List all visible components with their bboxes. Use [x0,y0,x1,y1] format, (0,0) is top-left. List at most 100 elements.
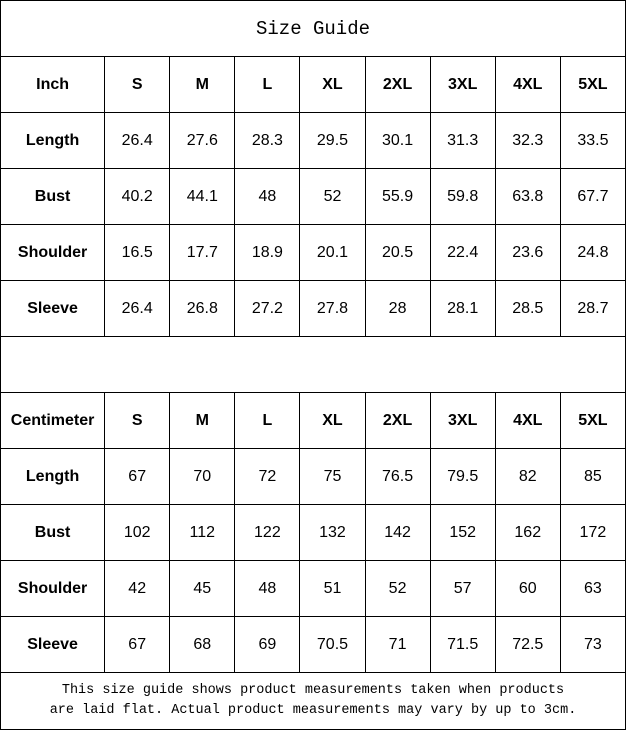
measurement-value: 16.5 [104,224,171,281]
measurement-value: 82 [494,448,561,505]
spacer-row [0,336,626,393]
measurement-value: 52 [364,560,431,617]
measurement-value: 70.5 [299,616,366,673]
table-row: Bust 102 112 122 132 142 152 162 172 [0,504,626,561]
page-title: Size Guide [0,0,626,57]
measurement-value: 42 [104,560,171,617]
measurement-value: 68 [169,616,236,673]
measurement-value: 71 [364,616,431,673]
table-row: Shoulder 16.5 17.7 18.9 20.1 20.5 22.4 23.6 24.8 [0,224,626,281]
measurement-value: 29.5 [299,112,366,169]
measurement-value: 32.3 [494,112,561,169]
measurement-value: 20.1 [299,224,366,281]
measurement-value: 75 [299,448,366,505]
size-header: 2XL [364,392,431,449]
footer-row: This size guide shows product measuremen… [0,672,626,730]
measurement-value: 142 [364,504,431,561]
unit-header: Centimeter [0,392,106,449]
measurement-value: 48 [234,560,301,617]
size-header: XL [299,56,366,113]
title-row: Size Guide [0,0,626,57]
measurement-value: 31.3 [429,112,496,169]
measurement-label: Bust [0,504,106,561]
footer-note: This size guide shows product measuremen… [0,672,626,730]
measurement-value: 28.7 [559,280,626,337]
measurement-value: 102 [104,504,171,561]
table-row: Length 26.4 27.6 28.3 29.5 30.1 31.3 32.3 33.5 [0,112,626,169]
measurement-value: 28.3 [234,112,301,169]
size-header: 5XL [559,56,626,113]
table-row: Bust 40.2 44.1 48 52 55.9 59.8 63.8 67.7 [0,168,626,225]
measurement-value: 152 [429,504,496,561]
measurement-value: 73 [559,616,626,673]
measurement-value: 44.1 [169,168,236,225]
measurement-value: 27.8 [299,280,366,337]
size-header: 2XL [364,56,431,113]
measurement-value: 27.2 [234,280,301,337]
measurement-value: 26.4 [104,112,171,169]
measurement-value: 55.9 [364,168,431,225]
measurement-value: 85 [559,448,626,505]
measurement-value: 63.8 [494,168,561,225]
measurement-label: Sleeve [0,616,106,673]
measurement-value: 112 [169,504,236,561]
measurement-value: 172 [559,504,626,561]
measurement-value: 132 [299,504,366,561]
size-header: 4XL [494,56,561,113]
measurement-value: 72 [234,448,301,505]
header-row: Inch S M L XL 2XL 3XL 4XL 5XL [0,56,626,113]
measurement-value: 24.8 [559,224,626,281]
measurement-value: 40.2 [104,168,171,225]
table-row: Length 67 70 72 75 76.5 79.5 82 85 [0,448,626,505]
measurement-label: Length [0,112,106,169]
measurement-value: 51 [299,560,366,617]
measurement-value: 28 [364,280,431,337]
size-header: L [234,56,301,113]
spacer-cell [0,336,626,393]
header-row: Centimeter S M L XL 2XL 3XL 4XL 5XL [0,392,626,449]
measurement-value: 30.1 [364,112,431,169]
footer-line-1: This size guide shows product measuremen… [61,683,565,698]
size-header: XL [299,392,366,449]
size-header: 3XL [429,56,496,113]
measurement-value: 79.5 [429,448,496,505]
size-header: 4XL [494,392,561,449]
unit-header: Inch [0,56,106,113]
table-row: Sleeve 26.4 26.8 27.2 27.8 28 28.1 28.5 28.7 [0,280,626,337]
measurement-value: 70 [169,448,236,505]
measurement-value: 72.5 [494,616,561,673]
size-header: L [234,392,301,449]
size-header: 3XL [429,392,496,449]
measurement-value: 28.5 [494,280,561,337]
measurement-value: 20.5 [364,224,431,281]
measurement-value: 162 [494,504,561,561]
measurement-value: 67 [104,616,171,673]
measurement-value: 28.1 [429,280,496,337]
measurement-value: 27.6 [169,112,236,169]
measurement-value: 23.6 [494,224,561,281]
measurement-value: 67 [104,448,171,505]
measurement-value: 52 [299,168,366,225]
measurement-label: Sleeve [0,280,106,337]
measurement-value: 17.7 [169,224,236,281]
size-header: M [169,392,236,449]
measurement-value: 69 [234,616,301,673]
table-row: Shoulder 42 45 48 51 52 57 60 63 [0,560,626,617]
measurement-label: Shoulder [0,560,106,617]
size-header: S [104,392,171,449]
footer-line-2: are laid flat. Actual product measuremen… [49,703,577,718]
size-header: M [169,56,236,113]
measurement-value: 45 [169,560,236,617]
measurement-label: Bust [0,168,106,225]
measurement-value: 59.8 [429,168,496,225]
measurement-value: 18.9 [234,224,301,281]
measurement-label: Shoulder [0,224,106,281]
table-row: Sleeve 67 68 69 70.5 71 71.5 72.5 73 [0,616,626,673]
measurement-value: 22.4 [429,224,496,281]
measurement-value: 71.5 [429,616,496,673]
size-header: 5XL [559,392,626,449]
measurement-value: 60 [494,560,561,617]
measurement-value: 33.5 [559,112,626,169]
measurement-value: 76.5 [364,448,431,505]
